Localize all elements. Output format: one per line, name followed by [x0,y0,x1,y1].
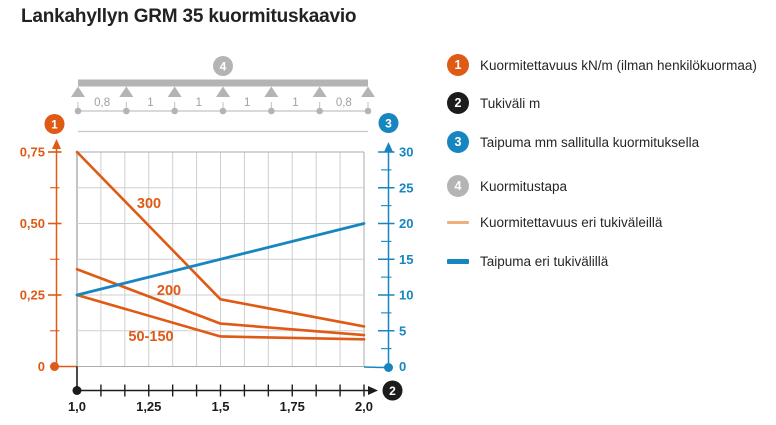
circle-1-number: 1 [51,118,58,132]
legend-item-load-capacity: 1 Kuormitettavuus kN/m (ilman henkilökuo… [447,54,757,76]
span-label: 0,8 [336,97,352,109]
dimension-dot [219,107,227,115]
legend-item-deflection-line: Taipuma eri tukivälillä [447,254,608,269]
support-triangle-icon [71,86,85,97]
left-axis-origin-dot [50,362,59,371]
right-axis-arrow-icon [384,142,393,152]
legend-item-loading-type: 4 Kuormitustapa [447,175,567,197]
right-axis-connector [363,366,385,369]
right-axis-origin-dot [384,363,393,372]
span-label: 1 [196,97,202,109]
right-axis-label: 5 [399,323,406,338]
span-label: 1 [244,97,250,109]
x-axis-label: 1,0 [68,399,86,414]
circle-2-icon [382,380,403,401]
blue-line-icon [447,259,469,264]
series-label: 50-150 [128,329,173,345]
support-triangle-icon [264,86,279,97]
dimension-dot [171,107,178,115]
right-axis-label: 15 [399,252,413,267]
x-axis-origin-dot [72,386,82,395]
right-axis-label: 0 [399,359,406,374]
right-axis-label: 30 [399,145,413,160]
legend-label: Tukiväli m [480,95,541,111]
x-axis-label: 1,25 [136,399,161,414]
series-label: 200 [157,283,181,299]
legend-label: Kuormitettavuus eri tukiväleillä [480,215,663,230]
legend-item-deflection: 3 Taipuma mm sallitulla kuormituksella [447,131,699,153]
series-line-200 [75,267,366,337]
legend-label: Kuormitettavuus kN/m (ilman henkilökuorm… [480,57,757,73]
span-label: 1 [292,97,298,109]
left-axis-arrow-icon [52,139,61,149]
series-line-50-150 [75,293,366,341]
right-axis-label: 20 [399,216,413,231]
dimension-dot [364,107,372,115]
series-label: 300 [137,196,161,212]
support-triangle-icon [361,86,375,97]
left-axis-label: 0 [38,359,45,374]
circle-3-icon: 3 [447,131,469,153]
load-chart: 0,8 1 1 1 1 0,8400,250,500,75105101520253031,… [20,56,413,414]
dimension-dot [316,107,323,115]
x-axis-label: 2,0 [355,399,373,414]
legend-label: Kuormitustapa [480,178,568,194]
circle-4-number: 4 [220,60,227,74]
x-axis-label: 1,5 [211,399,229,414]
legend-item-support-spacing: 2 Tukiväli m [447,92,540,114]
right-axis-label: 25 [399,180,413,195]
left-axis-label: 0,50 [20,216,45,231]
dimension-dot [123,107,130,115]
circle-2-icon: 2 [447,92,469,114]
right-axis-label: 10 [399,288,413,303]
left-axis-label: 0,25 [20,288,45,303]
circle-3-icon [378,113,399,133]
series-line-300 [75,150,366,328]
legend-label: Taipuma mm sallitulla kuormituksella [480,134,700,150]
left-axis-label: 0,75 [20,145,45,160]
circle-1-icon [44,114,65,134]
dimension-dot [268,107,275,115]
support-triangle-icon [167,86,182,97]
beam-bar [78,79,368,87]
page-title: Lankahyllyn GRM 35 kuormituskaavio [21,6,357,27]
x-axis-label: 1,75 [280,399,305,414]
circle-2-number: 2 [389,384,396,398]
support-triangle-icon [216,86,230,97]
orange-line-icon [447,221,469,224]
x-axis-arrow-icon [368,386,378,395]
series-line-Taipumaeritukivlill [75,222,366,297]
circle-3-number: 3 [385,117,392,131]
circle-1-icon: 1 [447,54,469,76]
support-triangle-icon [312,86,327,97]
dimension-dot [74,107,82,115]
legend-label: Taipuma eri tukivälillä [480,254,609,269]
circle-4-icon [213,56,233,76]
legend-item-capacity-line: Kuormitettavuus eri tukiväleillä [447,215,662,230]
span-label: 1 [147,97,153,109]
span-label: 0,8 [94,97,110,109]
support-triangle-icon [119,86,134,97]
circle-4-icon: 4 [447,175,469,197]
